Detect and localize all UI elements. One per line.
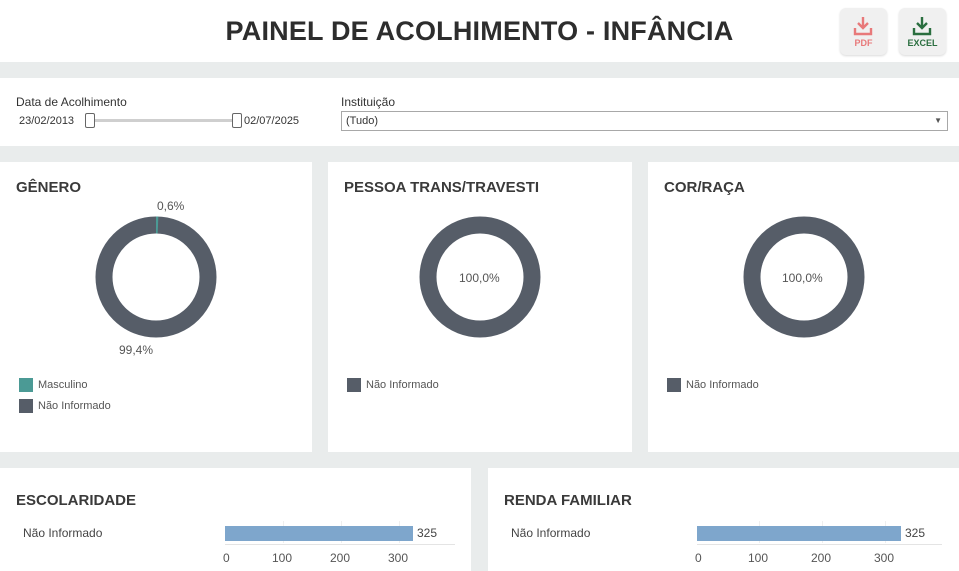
cor-donut-chart[interactable] [742,215,866,339]
bar-value-label: 325 [905,526,926,540]
legend-label: Masculino [38,379,88,391]
x-tick: 300 [874,551,895,565]
institution-selected-value: (Tudo) [346,115,378,127]
legend-item-masculino[interactable]: Masculino [19,378,88,392]
genero-pct-nao-informado: 99,4% [119,343,154,357]
genero-title: GÊNERO [16,179,82,196]
genero-panel: GÊNERO 0,6% 99,4% Masculino Não Informad… [0,162,312,452]
x-axis [697,544,942,557]
institution-select[interactable]: (Tudo) ▼ [341,111,948,131]
legend-swatch [347,378,361,392]
legend-swatch [667,378,681,392]
x-tick: 300 [388,551,409,565]
pdf-export-button[interactable]: PDF [840,8,887,55]
bar-row-label: Não Informado [511,526,591,540]
institution-filter-label: Instituição [341,95,396,109]
cor-panel: COR/RAÇA 100,0% Não Informado [648,162,959,452]
download-icon [853,17,873,36]
escolaridade-title: ESCOLARIDADE [16,492,137,509]
date-slider-max-handle[interactable] [232,113,242,128]
trans-pct-center: 100,0% [459,271,500,285]
x-tick: 200 [330,551,351,565]
cor-slice-nao-informado[interactable] [743,216,865,338]
x-tick: 100 [748,551,769,565]
page-title: PAINEL DE ACOLHIMENTO - INFÂNCIA [225,16,734,46]
excel-label: EXCEL [907,38,938,48]
escolaridade-panel: ESCOLARIDADE Não Informado 325 0 100 200… [0,468,471,571]
renda-title: RENDA FAMILIAR [504,492,632,509]
legend-label: Não Informado [38,400,111,412]
genero-pct-masculino: 0,6% [157,199,185,213]
excel-export-button[interactable]: EXCEL [899,8,946,55]
cor-pct-center: 100,0% [782,271,823,285]
legend-item-nao-informado[interactable]: Não Informado [347,378,439,392]
date-min-value: 23/02/2013 [19,115,75,127]
x-tick: 100 [272,551,293,565]
legend-item-nao-informado[interactable]: Não Informado [19,399,111,413]
legend-swatch [19,378,33,392]
bar-row-label: Não Informado [23,526,103,540]
cor-title: COR/RAÇA [664,179,745,196]
x-tick: 0 [223,551,230,565]
genero-slice-nao-informado[interactable] [95,216,217,338]
trans-slice-nao-informado[interactable] [419,216,541,338]
header-bar: PAINEL DE ACOLHIMENTO - INFÂNCIA PDF EXC… [0,0,959,62]
legend-item-nao-informado[interactable]: Não Informado [667,378,759,392]
download-icon [912,17,932,36]
filter-bar: Data de Acolhimento 23/02/2013 02/07/202… [0,78,959,146]
genero-donut-chart[interactable] [94,215,218,339]
date-filter-label: Data de Acolhimento [16,95,127,109]
legend-label: Não Informado [366,379,439,391]
legend-label: Não Informado [686,379,759,391]
trans-title: PESSOA TRANS/TRAVESTI [344,179,540,196]
x-tick: 200 [811,551,832,565]
dropdown-arrow-icon: ▼ [934,116,942,125]
legend-swatch [19,399,33,413]
renda-panel: RENDA FAMILIAR Não Informado 325 0 100 2… [488,468,959,571]
pdf-label: PDF [854,38,873,48]
renda-bar-nao-informado[interactable] [697,526,901,541]
bar-value-label: 325 [417,526,438,540]
trans-panel: PESSOA TRANS/TRAVESTI 100,0% Não Informa… [328,162,632,452]
x-tick: 0 [695,551,702,565]
date-max-value: 02/07/2025 [244,115,300,127]
x-axis [225,544,455,557]
trans-donut-chart[interactable] [418,215,542,339]
escolaridade-bar-nao-informado[interactable] [225,526,413,541]
date-slider-min-handle[interactable] [85,113,95,128]
date-range-slider[interactable] [90,119,236,122]
